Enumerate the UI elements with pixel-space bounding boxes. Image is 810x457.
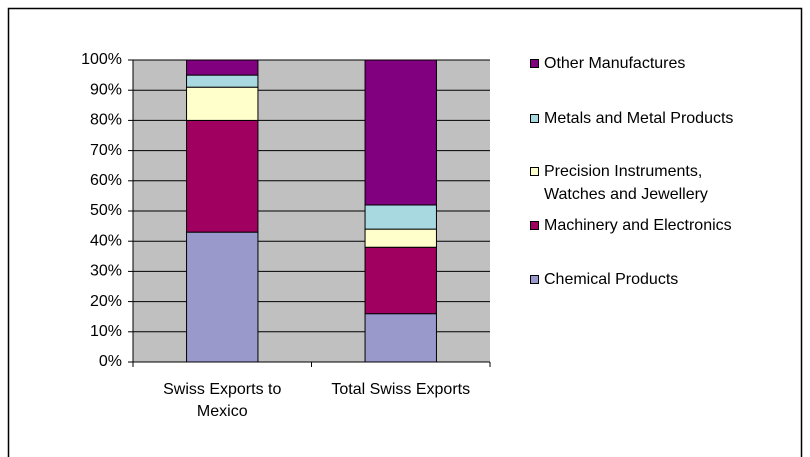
bar-segment xyxy=(186,59,259,76)
bar-segment xyxy=(186,86,259,121)
y-tick-label: 100% xyxy=(81,51,122,68)
legend-swatch xyxy=(530,167,539,176)
legend-swatch xyxy=(530,221,539,230)
bar-segment xyxy=(186,74,259,88)
y-tick-label: 90% xyxy=(90,81,122,98)
legend-label: Metals and Metal Products xyxy=(544,110,734,127)
bar-segment xyxy=(364,313,437,363)
legend-label: Precision Instruments, Watches and Jewel… xyxy=(544,163,708,203)
bar-segment xyxy=(364,59,437,206)
bar-segment xyxy=(364,228,437,248)
y-tick-label: 80% xyxy=(90,112,122,129)
bar-segment xyxy=(364,246,437,315)
y-tick-label: 40% xyxy=(90,232,122,249)
legend-swatch xyxy=(530,59,539,68)
y-tick-label: 20% xyxy=(90,293,122,310)
y-tick-label: 50% xyxy=(90,202,122,219)
x-tick-label: Swiss Exports to Mexico xyxy=(163,381,282,420)
legend-swatch xyxy=(530,114,539,123)
y-tick-label: 70% xyxy=(90,142,122,159)
legend-swatch xyxy=(530,275,539,284)
bar-segment xyxy=(186,119,259,233)
y-tick-label: 0% xyxy=(99,353,122,370)
x-tick-label: Total Swiss Exports xyxy=(331,381,471,398)
bar-segment xyxy=(364,204,437,230)
legend-label: Chemical Products xyxy=(544,271,679,288)
legend-label: Machinery and Electronics xyxy=(544,217,732,234)
legend-label: Other Manufactures xyxy=(544,55,686,72)
bar-segment xyxy=(186,231,259,363)
y-tick-label: 30% xyxy=(90,263,122,280)
y-tick-label: 60% xyxy=(90,172,122,189)
y-tick-label: 10% xyxy=(90,323,122,340)
